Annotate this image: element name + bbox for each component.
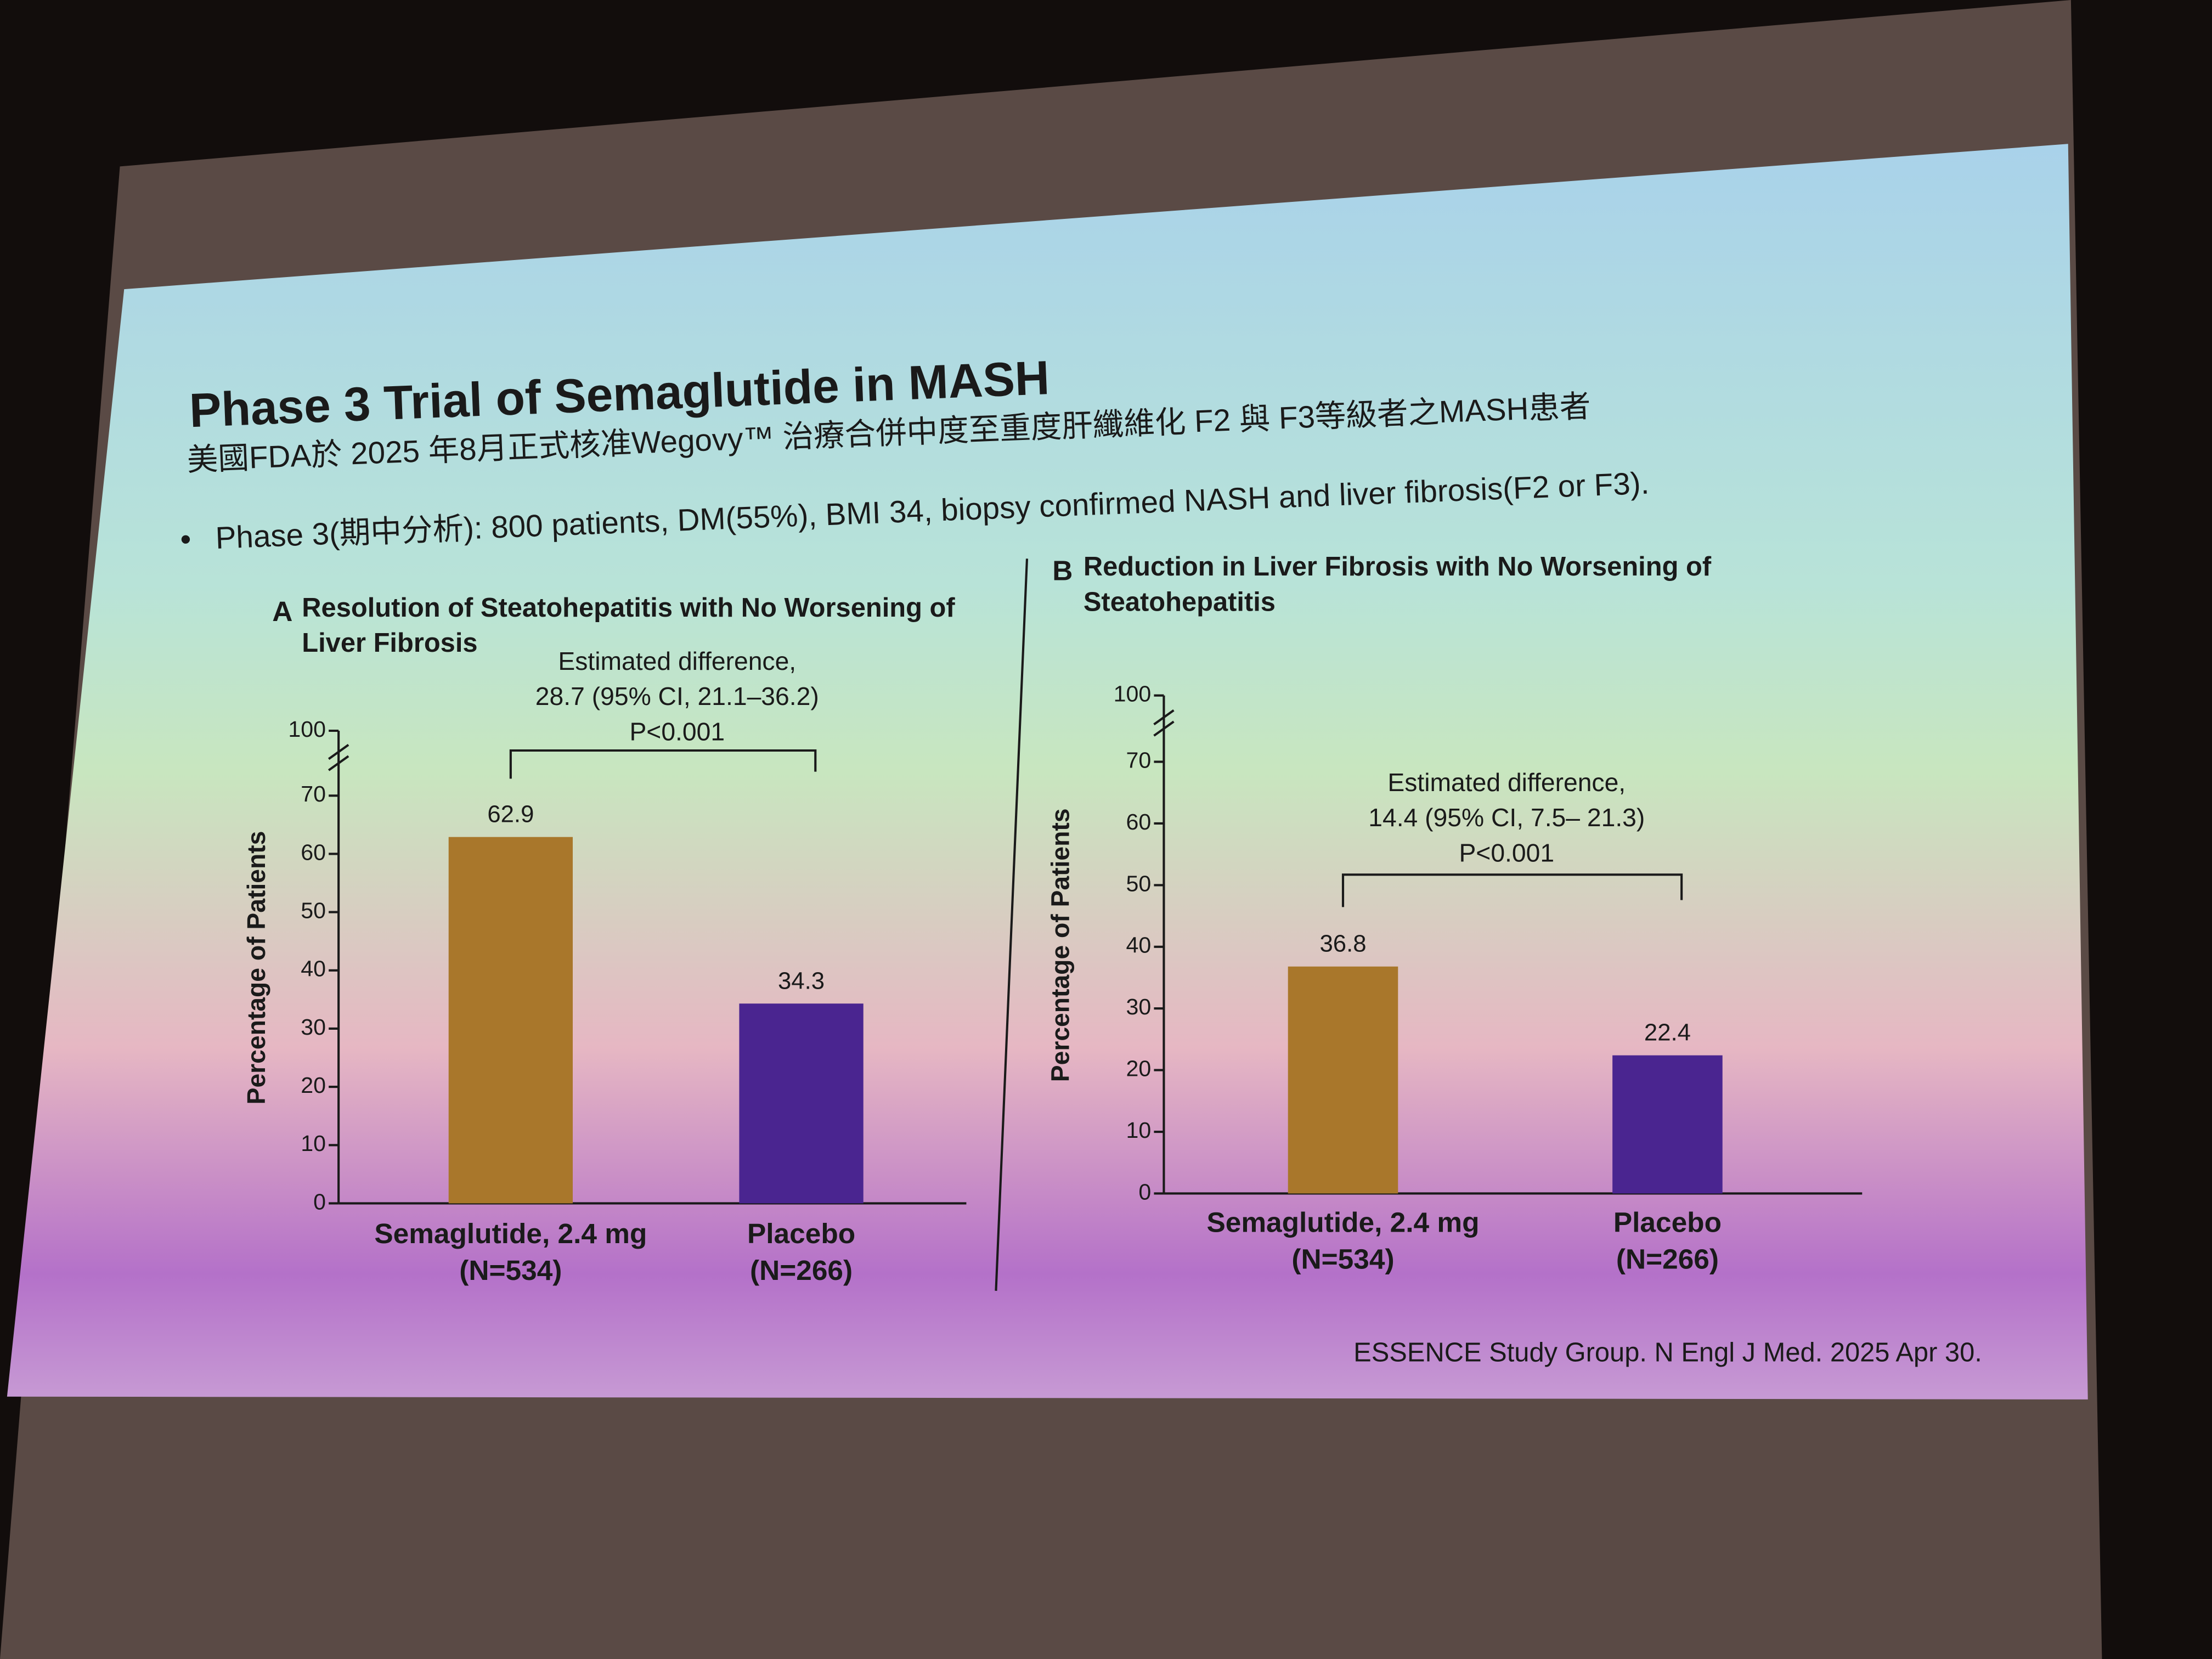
chart-title: Liver Fibrosis [302,628,477,658]
bullet-dot: • [179,522,191,557]
bar [1288,966,1398,1194]
x-tick-note: (N=266) [750,1254,853,1286]
y-tick-label: 50 [301,898,326,923]
chart-title: Resolution of Steatohepatitis with No Wo… [302,593,955,623]
x-tick-label: Placebo [747,1217,855,1249]
difference-bracket [509,749,817,779]
chart-title: Steatohepatitis [1084,587,1276,617]
axis-break [1153,709,1175,726]
x-tick-note: (N=266) [1616,1243,1719,1274]
y-tick-label: 100 [1114,681,1152,707]
panel-letter: A [272,595,292,627]
y-tick-label: 60 [301,839,326,865]
y-axis-label: Percentage of Patients [242,831,270,1105]
difference-bracket [1341,873,1683,907]
panel-separator [995,558,1029,1291]
panel-letter: B [1052,555,1073,586]
x-tick-note: (N=534) [459,1254,562,1286]
y-tick-label: 40 [301,956,326,981]
y-tick-label: 50 [1126,871,1152,896]
annotation: 28.7 (95% CI, 21.1–36.2) [535,682,819,710]
y-tick-label: 10 [301,1131,326,1156]
y-tick-label: 10 [1126,1118,1152,1143]
citation: ESSENCE Study Group. N Engl J Med. 2025 … [1353,1338,1982,1367]
y-tick-label: 20 [301,1073,326,1098]
bar [1612,1055,1723,1194]
y-tick-label: 40 [1126,933,1152,958]
y-tick-label: 100 [288,716,326,742]
y-tick-label: 20 [1126,1056,1152,1081]
bar [448,837,573,1204]
axis-break [328,744,349,760]
annotation: P<0.001 [1459,839,1554,867]
y-tick-label: 30 [301,1014,326,1040]
x-tick-note: (N=534) [1291,1243,1394,1274]
annotation: Estimated difference, [1387,768,1626,797]
value-label: 22.4 [1644,1019,1691,1046]
y-tick-label: 0 [313,1189,326,1214]
annotation: Estimated difference, [558,647,796,675]
y-tick-label: 0 [1138,1179,1151,1204]
annotation: P<0.001 [629,717,725,746]
x-tick-label: Semaglutide, 2.4 mg [1206,1206,1479,1238]
axis-break [328,755,349,771]
y-tick-label: 70 [301,781,326,806]
chart-title: Reduction in Liver Fibrosis with No Wors… [1084,552,1712,582]
annotation: 14.4 (95% CI, 7.5– 21.3) [1368,803,1645,832]
value-label: 62.9 [487,801,534,828]
bar [739,1003,864,1204]
y-tick-label: 70 [1126,747,1152,772]
value-label: 36.8 [1319,930,1366,957]
y-axis-label: Percentage of Patients [1046,808,1075,1082]
value-label: 34.3 [778,967,825,994]
y-tick-label: 60 [1126,809,1152,834]
x-tick-label: Semaglutide, 2.4 mg [374,1217,647,1249]
y-tick-label: 30 [1126,994,1152,1019]
axis-break [1153,720,1175,737]
x-tick-label: Placebo [1613,1206,1722,1238]
